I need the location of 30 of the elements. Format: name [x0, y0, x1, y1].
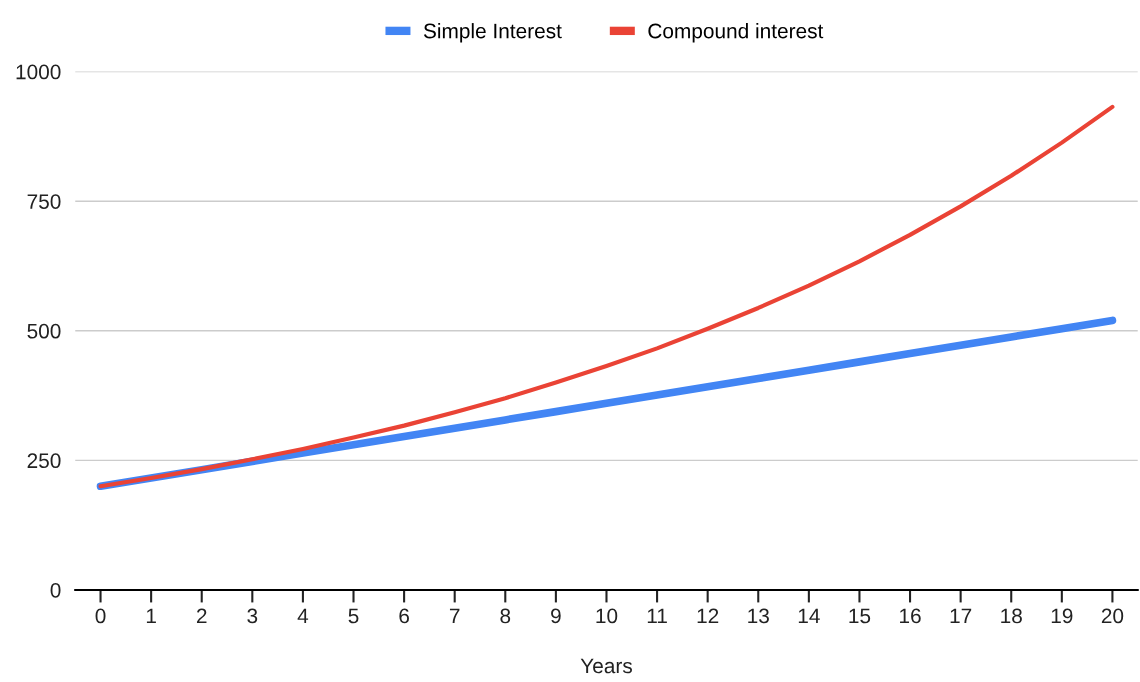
x-tick-label: 19 — [1051, 608, 1073, 624]
x-tick-label: 13 — [748, 608, 769, 624]
x-axis-title: Years — [580, 658, 632, 674]
x-tick-label: 14 — [798, 608, 820, 624]
y-tick-label: 1000 — [16, 64, 61, 80]
legend-label: Compound interest — [648, 23, 824, 43]
line-series — [98, 104, 1115, 489]
x-tick-label: 5 — [348, 608, 359, 624]
y-tick-label: 250 — [27, 453, 61, 469]
y-tick-label: 750 — [27, 194, 61, 209]
x-tick-label: 17 — [950, 608, 972, 624]
x-tick-label: 1 — [146, 608, 156, 624]
x-tick-label: 7 — [449, 608, 460, 624]
x-tick-label: 12 — [697, 608, 719, 624]
legend-label: Simple Interest — [423, 23, 562, 43]
x-tick-label: 11 — [647, 608, 667, 624]
x-tick-label: 0 — [95, 608, 106, 624]
x-tick-label: 16 — [900, 608, 921, 624]
x-tick-label: 6 — [399, 608, 409, 624]
y-tick-label: 500 — [27, 323, 61, 339]
x-tick-label: 18 — [1001, 608, 1022, 624]
x-tick-label: 8 — [500, 608, 511, 624]
y-tick-label: 0 — [50, 582, 61, 598]
x-tick-label: 10 — [596, 608, 618, 624]
x-tick-label: 4 — [297, 608, 309, 624]
x-tick-label: 15 — [849, 608, 871, 624]
x-tick-label: 9 — [551, 608, 561, 624]
x-tick-label: 20 — [1101, 608, 1124, 624]
x-tick-label: 3 — [247, 608, 258, 624]
x-tick-label: 2 — [196, 608, 207, 624]
